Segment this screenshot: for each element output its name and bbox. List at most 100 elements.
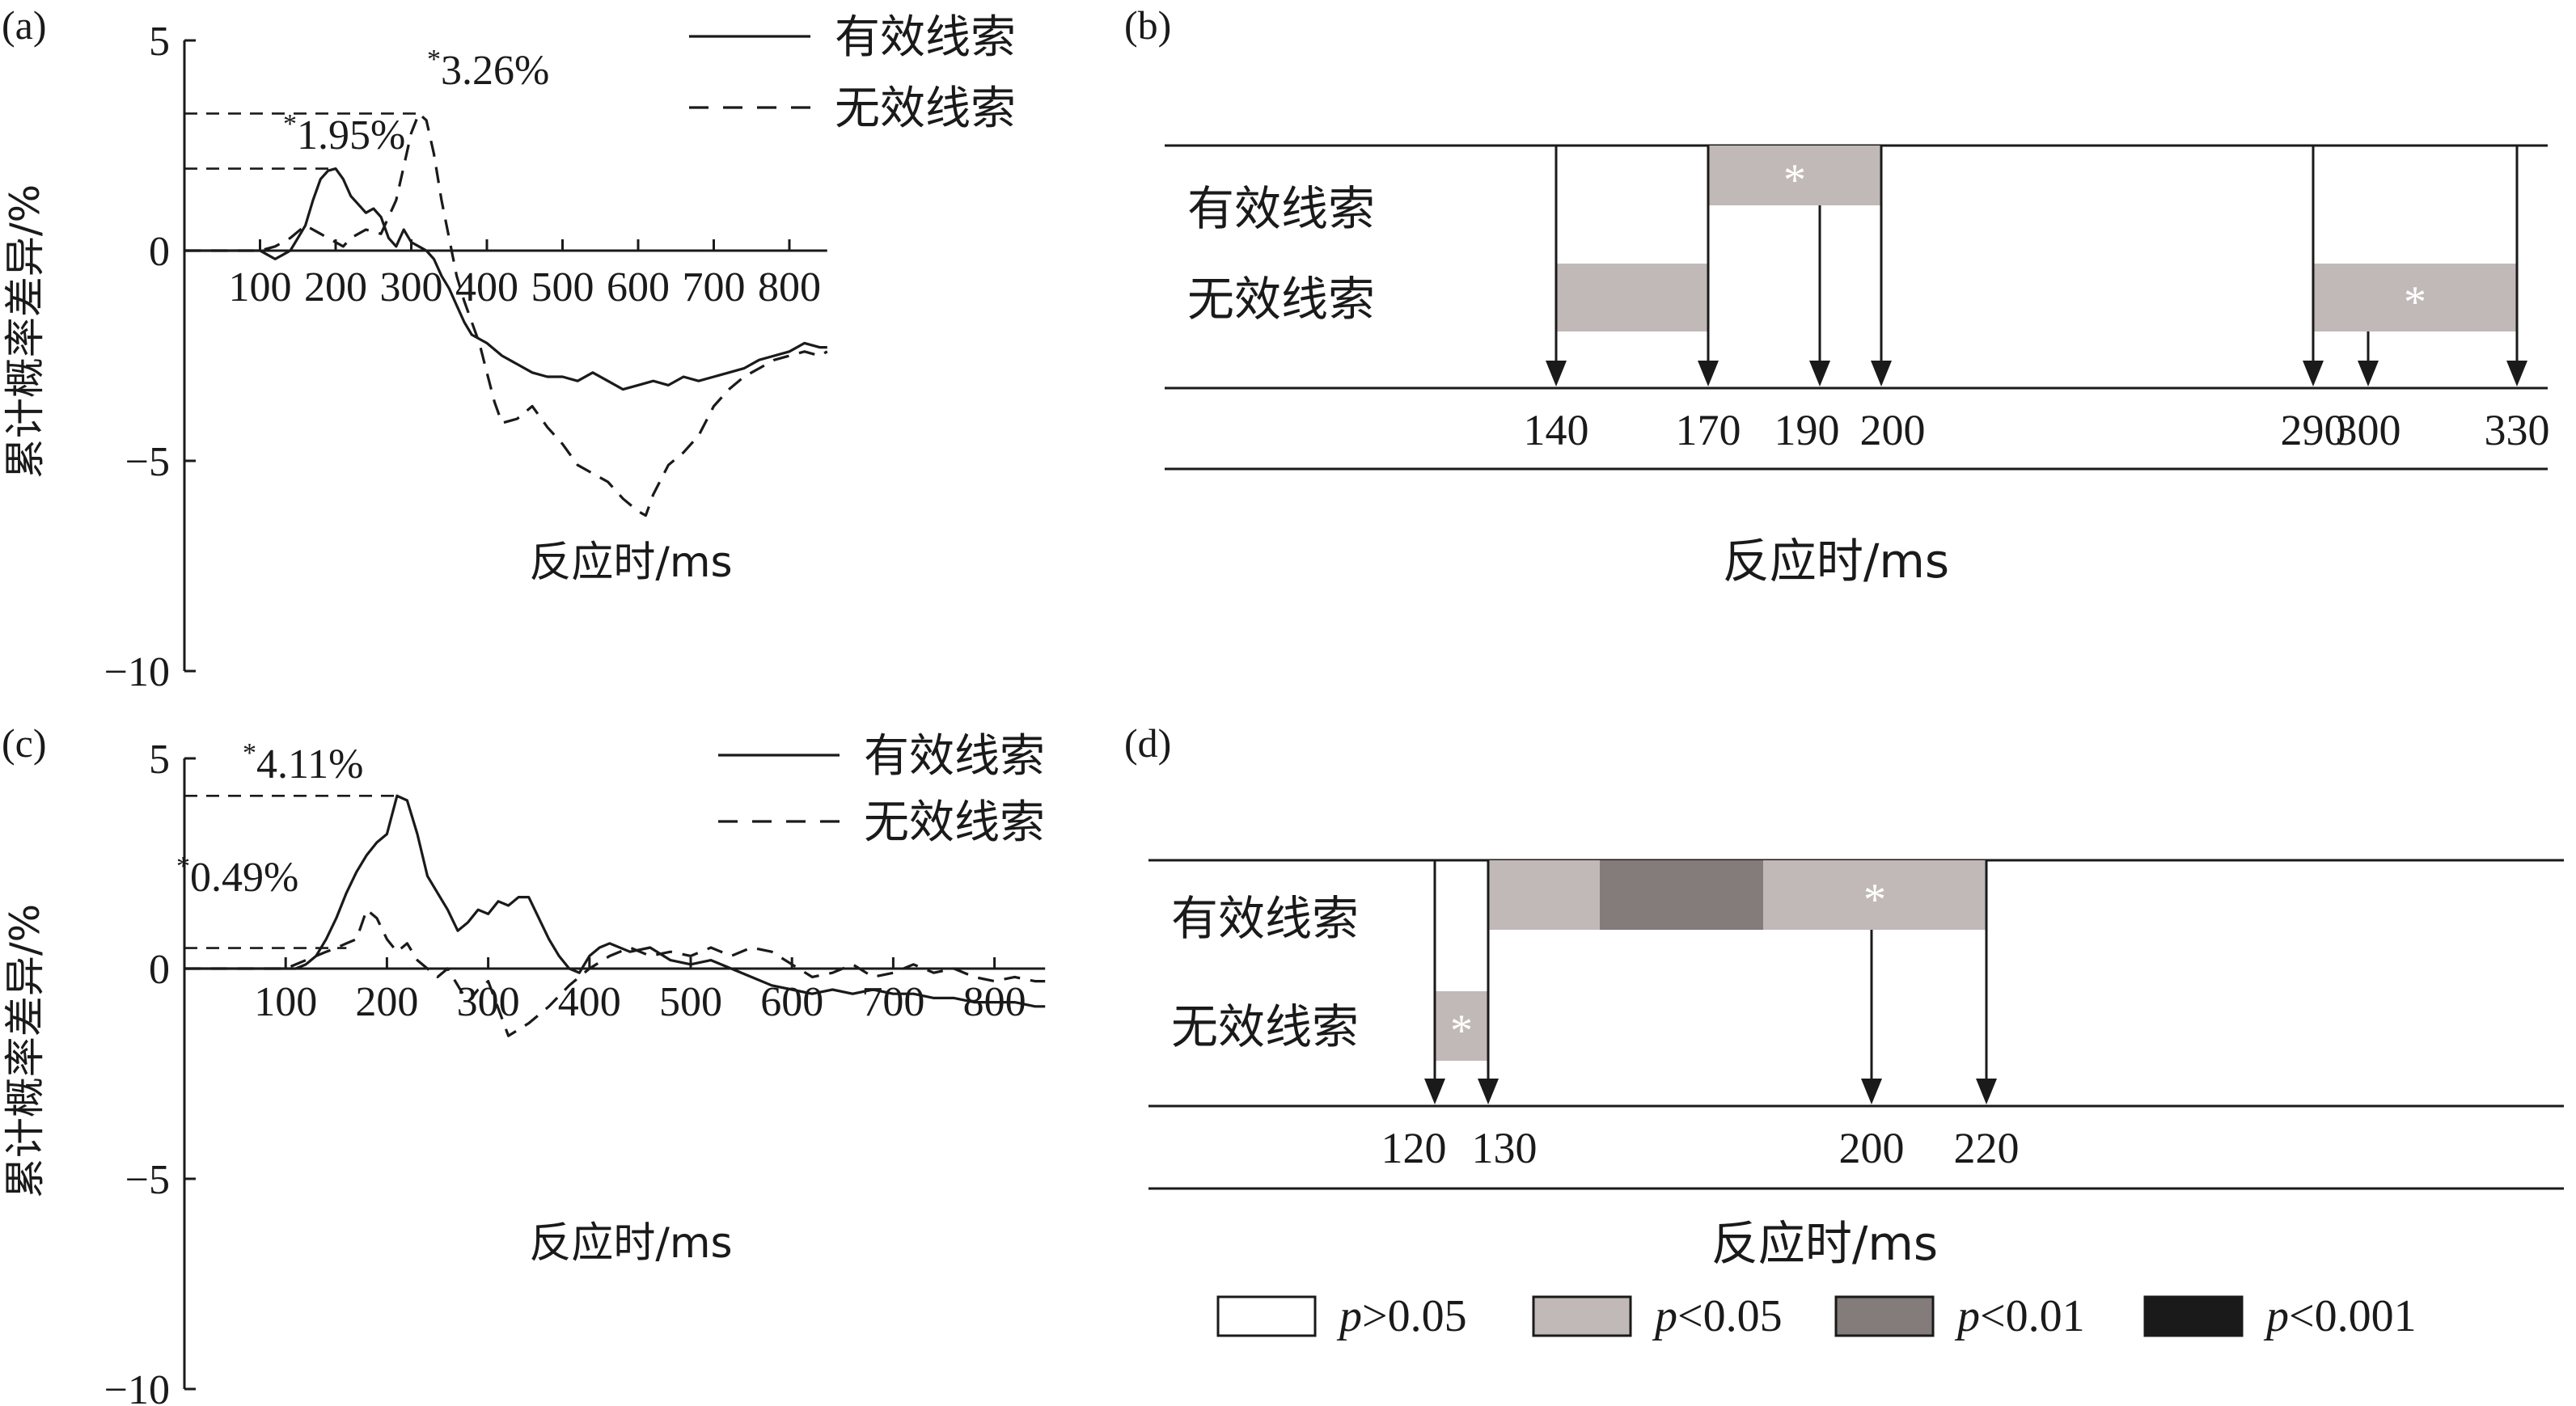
peak-value: 1.95% <box>297 112 405 158</box>
time-arrow-head <box>2506 361 2527 386</box>
panel-label: (c) <box>2 720 47 766</box>
time-tick-label: 290 <box>2281 406 2346 454</box>
x-axis-title: 反应时/ms <box>529 1219 732 1268</box>
legend-threshold: <0.05 <box>1677 1291 1783 1341</box>
x-tick-label: 700 <box>683 264 746 310</box>
row-label: 有效线索 <box>1171 891 1359 946</box>
legend-swatch <box>1216 1295 1317 1337</box>
significance-star: * <box>176 851 190 881</box>
x-tick-label: 300 <box>457 979 520 1025</box>
series-line-valid-cue <box>184 167 827 391</box>
time-tick-label: 330 <box>2485 406 2550 454</box>
legend-label: 无效线索 <box>864 796 1045 849</box>
x-tick-label: 600 <box>760 979 823 1025</box>
peak-annotation: *1.95% <box>283 109 405 158</box>
y-tick-label: −5 <box>125 439 170 485</box>
panel-label: (b) <box>1124 2 1171 48</box>
x-tick-label: 100 <box>254 979 317 1025</box>
legend-label: 无效线索 <box>835 82 1016 135</box>
legend-p-symbol: p <box>1336 1291 1362 1341</box>
legend-p-symbol: p <box>1954 1291 1980 1341</box>
legend-label: 有效线索 <box>835 11 1016 64</box>
legend-p-symbol: p <box>1652 1291 1677 1341</box>
peak-annotation: *3.26% <box>427 44 549 94</box>
y-tick-label: −10 <box>104 649 170 695</box>
segment-star: * <box>1863 875 1886 925</box>
significance-star: * <box>427 44 441 74</box>
segment-star: * <box>1450 1006 1473 1056</box>
legend-label: p>0.05 <box>1336 1291 1467 1341</box>
peak-annotation: *0.49% <box>176 851 298 901</box>
x-tick-label: 500 <box>659 979 722 1025</box>
time-tick-label: 170 <box>1676 406 1741 454</box>
time-tick-label: 300 <box>2336 406 2401 454</box>
significance-segment <box>1435 991 1488 1061</box>
legend-threshold: <0.01 <box>1980 1291 2085 1341</box>
significance-star: * <box>283 109 297 139</box>
y-tick-label: 5 <box>149 19 170 65</box>
significance-segment <box>1556 264 1708 331</box>
x-tick-label: 200 <box>355 979 418 1025</box>
time-arrow-head <box>1478 1079 1499 1104</box>
segment-star: * <box>1783 155 1806 205</box>
peak-value: 0.49% <box>190 855 298 901</box>
x-axis-title: 反应时/ms <box>529 538 732 587</box>
y-tick-label: 5 <box>149 737 170 783</box>
y-tick-label: 0 <box>149 229 170 275</box>
significance-legend: p>0.05 p<0.05 p<0.01 p<0.001 <box>1216 1291 2417 1341</box>
x-tick-label: 300 <box>380 264 443 310</box>
legend-swatch <box>1532 1295 1632 1337</box>
y-tick-label: −10 <box>104 1367 170 1406</box>
time-tick-label: 130 <box>1472 1124 1538 1172</box>
row-label: 有效线索 <box>1187 181 1375 236</box>
legend-swatch <box>1834 1295 1935 1337</box>
legend-threshold: >0.05 <box>1362 1291 1467 1341</box>
peak-value: 4.11% <box>256 741 363 787</box>
time-arrow-head <box>1976 1079 1997 1104</box>
significance-segment <box>1600 860 1763 930</box>
significance-segment <box>1708 146 1881 205</box>
legend-swatch <box>2143 1295 2244 1337</box>
significance-segment <box>1488 860 1600 930</box>
x-tick-label: 500 <box>531 264 594 310</box>
series-line-valid-cue <box>184 794 1046 1008</box>
time-arrow-head <box>2303 361 2324 386</box>
y-axis-title: 累计概率差异/% <box>2 184 49 479</box>
legend-threshold: <0.001 <box>2289 1291 2417 1341</box>
peak-annotation: *4.11% <box>243 738 363 787</box>
legend-label: p<0.05 <box>1652 1291 1783 1341</box>
time-arrow-head <box>1809 361 1830 386</box>
time-tick-label: 200 <box>1839 1124 1905 1172</box>
x-tick-label: 100 <box>229 264 292 310</box>
time-tick-label: 190 <box>1774 406 1840 454</box>
x-tick-label: 800 <box>758 264 821 310</box>
peak-value: 3.26% <box>441 48 549 94</box>
significance-segment <box>2313 264 2517 331</box>
row-label: 无效线索 <box>1187 272 1375 327</box>
legend-p-symbol: p <box>2263 1291 2289 1341</box>
segment-star: * <box>2404 277 2426 327</box>
series-line-invalid-cue <box>184 112 828 517</box>
time-arrow-head <box>1424 1079 1445 1104</box>
y-axis-title: 累计概率差异/% <box>2 904 49 1198</box>
x-axis-title: 反应时/ms <box>1711 1216 1938 1271</box>
legend-label: p<0.001 <box>2263 1291 2417 1341</box>
significance-segment <box>1763 860 1986 930</box>
time-tick-label: 200 <box>1860 406 1926 454</box>
time-arrow-head <box>2358 361 2379 386</box>
time-arrow-head <box>1698 361 1719 386</box>
time-arrow-head <box>1861 1079 1882 1104</box>
time-arrow-head <box>1546 361 1567 386</box>
time-arrow-head <box>1871 361 1892 386</box>
legend-label: p<0.01 <box>1954 1291 2085 1341</box>
time-tick-label: 140 <box>1524 406 1589 454</box>
y-tick-label: 0 <box>149 947 170 993</box>
time-tick-label: 220 <box>1954 1124 2020 1172</box>
x-tick-label: 200 <box>304 264 367 310</box>
y-tick-label: −5 <box>125 1157 170 1203</box>
row-label: 无效线索 <box>1171 999 1359 1054</box>
